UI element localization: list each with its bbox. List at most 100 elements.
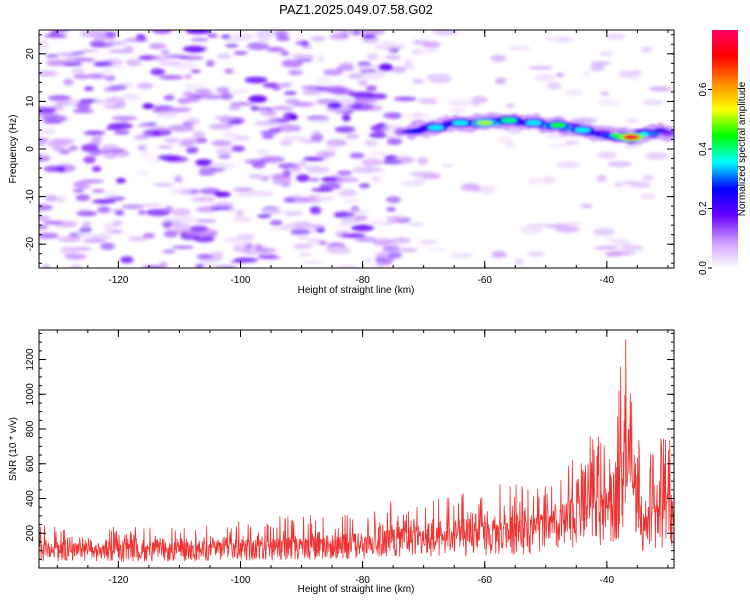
- spectrogram-blob: [527, 177, 544, 185]
- spectrogram-blob: [98, 69, 114, 74]
- spectrogram-blob: [388, 251, 403, 259]
- snr-y-axis-label: SNR (10 * v/v): [8, 417, 19, 481]
- spectrogram-blob: [112, 220, 123, 226]
- colorbar-tick-label: 0.2: [698, 201, 709, 215]
- spectrogram-blob: [310, 35, 326, 42]
- spectrogram-blob: [373, 44, 391, 50]
- spectrogram-blob: [164, 138, 180, 143]
- spectrogram-blob: [137, 210, 147, 215]
- spectrogram-blob: [55, 195, 65, 203]
- spectrogram-blob: [71, 68, 85, 75]
- spectrogram-blob: [363, 139, 378, 147]
- spectrogram-blob: [168, 92, 178, 96]
- spectrogram-blob: [113, 130, 130, 135]
- spectrogram-blob: [183, 83, 206, 91]
- snr-y-ticks: 200 400 600 800 1000 1200: [25, 332, 674, 560]
- spectrogram-blob: [301, 40, 310, 47]
- spectrogram-blob: [194, 219, 217, 223]
- spectrogram-blob: [81, 144, 99, 152]
- spectrogram-blob: [504, 141, 516, 148]
- spectrogram-blob: [272, 178, 291, 185]
- spectrogram-blob: [506, 103, 515, 108]
- spectrogram-blob: [105, 96, 125, 104]
- spectrogram-blob: [107, 122, 133, 130]
- colorbar-tick-label: 0.4: [698, 142, 709, 156]
- spectrogram-blob: [594, 246, 620, 250]
- spectrogram-blob: [257, 254, 279, 260]
- spectrogram-blob: [192, 131, 206, 138]
- spectrogram-blob: [250, 190, 274, 197]
- spectrogram-blob: [272, 86, 282, 91]
- spectrogram-blob: [142, 232, 156, 239]
- spectrogram-y-ticks: -20 -10 0 10 20: [25, 34, 674, 264]
- spectrogram-blob: [519, 226, 544, 235]
- spectrogram-blob: [556, 161, 581, 169]
- snr-y-tick-label: 200: [25, 524, 36, 541]
- spectrogram-blob: [235, 209, 244, 218]
- spectrogram-blob: [393, 96, 418, 101]
- spectrogram-blob: [317, 55, 326, 63]
- spectrogram-blob: [280, 140, 293, 146]
- ridge-peak-core: [476, 120, 493, 126]
- spectrogram-blob: [350, 224, 375, 232]
- spectrogram-blob: [404, 59, 413, 67]
- spectrogram-x-axis-label: Height of straight line (km): [298, 285, 415, 296]
- spectrogram-blob: [248, 174, 263, 179]
- spectrogram-blob: [358, 80, 368, 86]
- spectrogram-blob: [209, 230, 218, 237]
- spectrogram-blob: [383, 112, 403, 119]
- spectrogram-blob: [605, 251, 623, 257]
- spectrogram-blob: [211, 140, 232, 147]
- spectrogram-blob: [544, 224, 563, 228]
- ridge-peak-core: [501, 117, 518, 123]
- spectrogram-blob: [555, 73, 565, 77]
- spectrogram-blob: [83, 238, 106, 243]
- spectrogram-blob: [309, 177, 320, 182]
- spectrogram-blob: [283, 210, 303, 217]
- spectrogram-blob: [289, 113, 298, 121]
- spectrogram-blob: [613, 181, 624, 188]
- spectrogram-blob: [91, 136, 104, 141]
- spectrogram-blob: [115, 177, 126, 184]
- spectrogram-blob: [547, 82, 562, 90]
- spectrogram-blob: [355, 98, 378, 105]
- spectrogram-blob: [325, 139, 347, 147]
- spectrogram-blob: [46, 141, 69, 148]
- spectrogram-blob: [39, 137, 49, 143]
- spectrogram-blob: [120, 256, 134, 264]
- spectrogram-blob: [311, 188, 334, 192]
- spectrogram-blob: [232, 33, 254, 41]
- spectrogram-blob: [414, 177, 427, 184]
- spectrogram-blob: [190, 37, 209, 42]
- spectrogram-ridge: [401, 112, 674, 146]
- spectrogram-blob: [360, 71, 386, 80]
- spectrogram-blob: [157, 145, 174, 149]
- spectrogram-blob: [596, 98, 621, 107]
- spectrogram-blob: [250, 106, 259, 111]
- spectrogram-blob: [556, 221, 583, 227]
- spectrogram-blob: [137, 123, 151, 128]
- spectrogram-blob: [336, 265, 359, 268]
- spectrogram-blob: [315, 150, 336, 158]
- spectrogram-blob: [309, 119, 331, 123]
- spectrogram-blob: [163, 229, 179, 238]
- snr-frame: [38, 329, 675, 569]
- spectrogram-blob: [157, 111, 179, 118]
- spectrogram-blob: [157, 154, 182, 161]
- spectrogram-blob: [385, 196, 402, 204]
- spectrogram-blob: [565, 89, 583, 96]
- spectrogram-blob: [183, 74, 193, 79]
- spectrogram-blob: [39, 43, 52, 50]
- spectrogram-blob: [76, 210, 98, 217]
- spectrogram-blob: [263, 156, 285, 161]
- spectrogram-blob: [346, 209, 369, 214]
- spectrogram-blob: [44, 194, 59, 202]
- spectrogram-blob: [277, 83, 292, 88]
- spectrogram-blob: [508, 46, 531, 51]
- spectrogram-blob: [158, 60, 182, 66]
- spectrogram-blob: [171, 208, 191, 217]
- spectrogram-blob: [158, 128, 169, 134]
- spectrogram-blob: [148, 43, 167, 50]
- spectrogram-blob: [470, 102, 480, 107]
- spectrogram-blob: [185, 146, 199, 154]
